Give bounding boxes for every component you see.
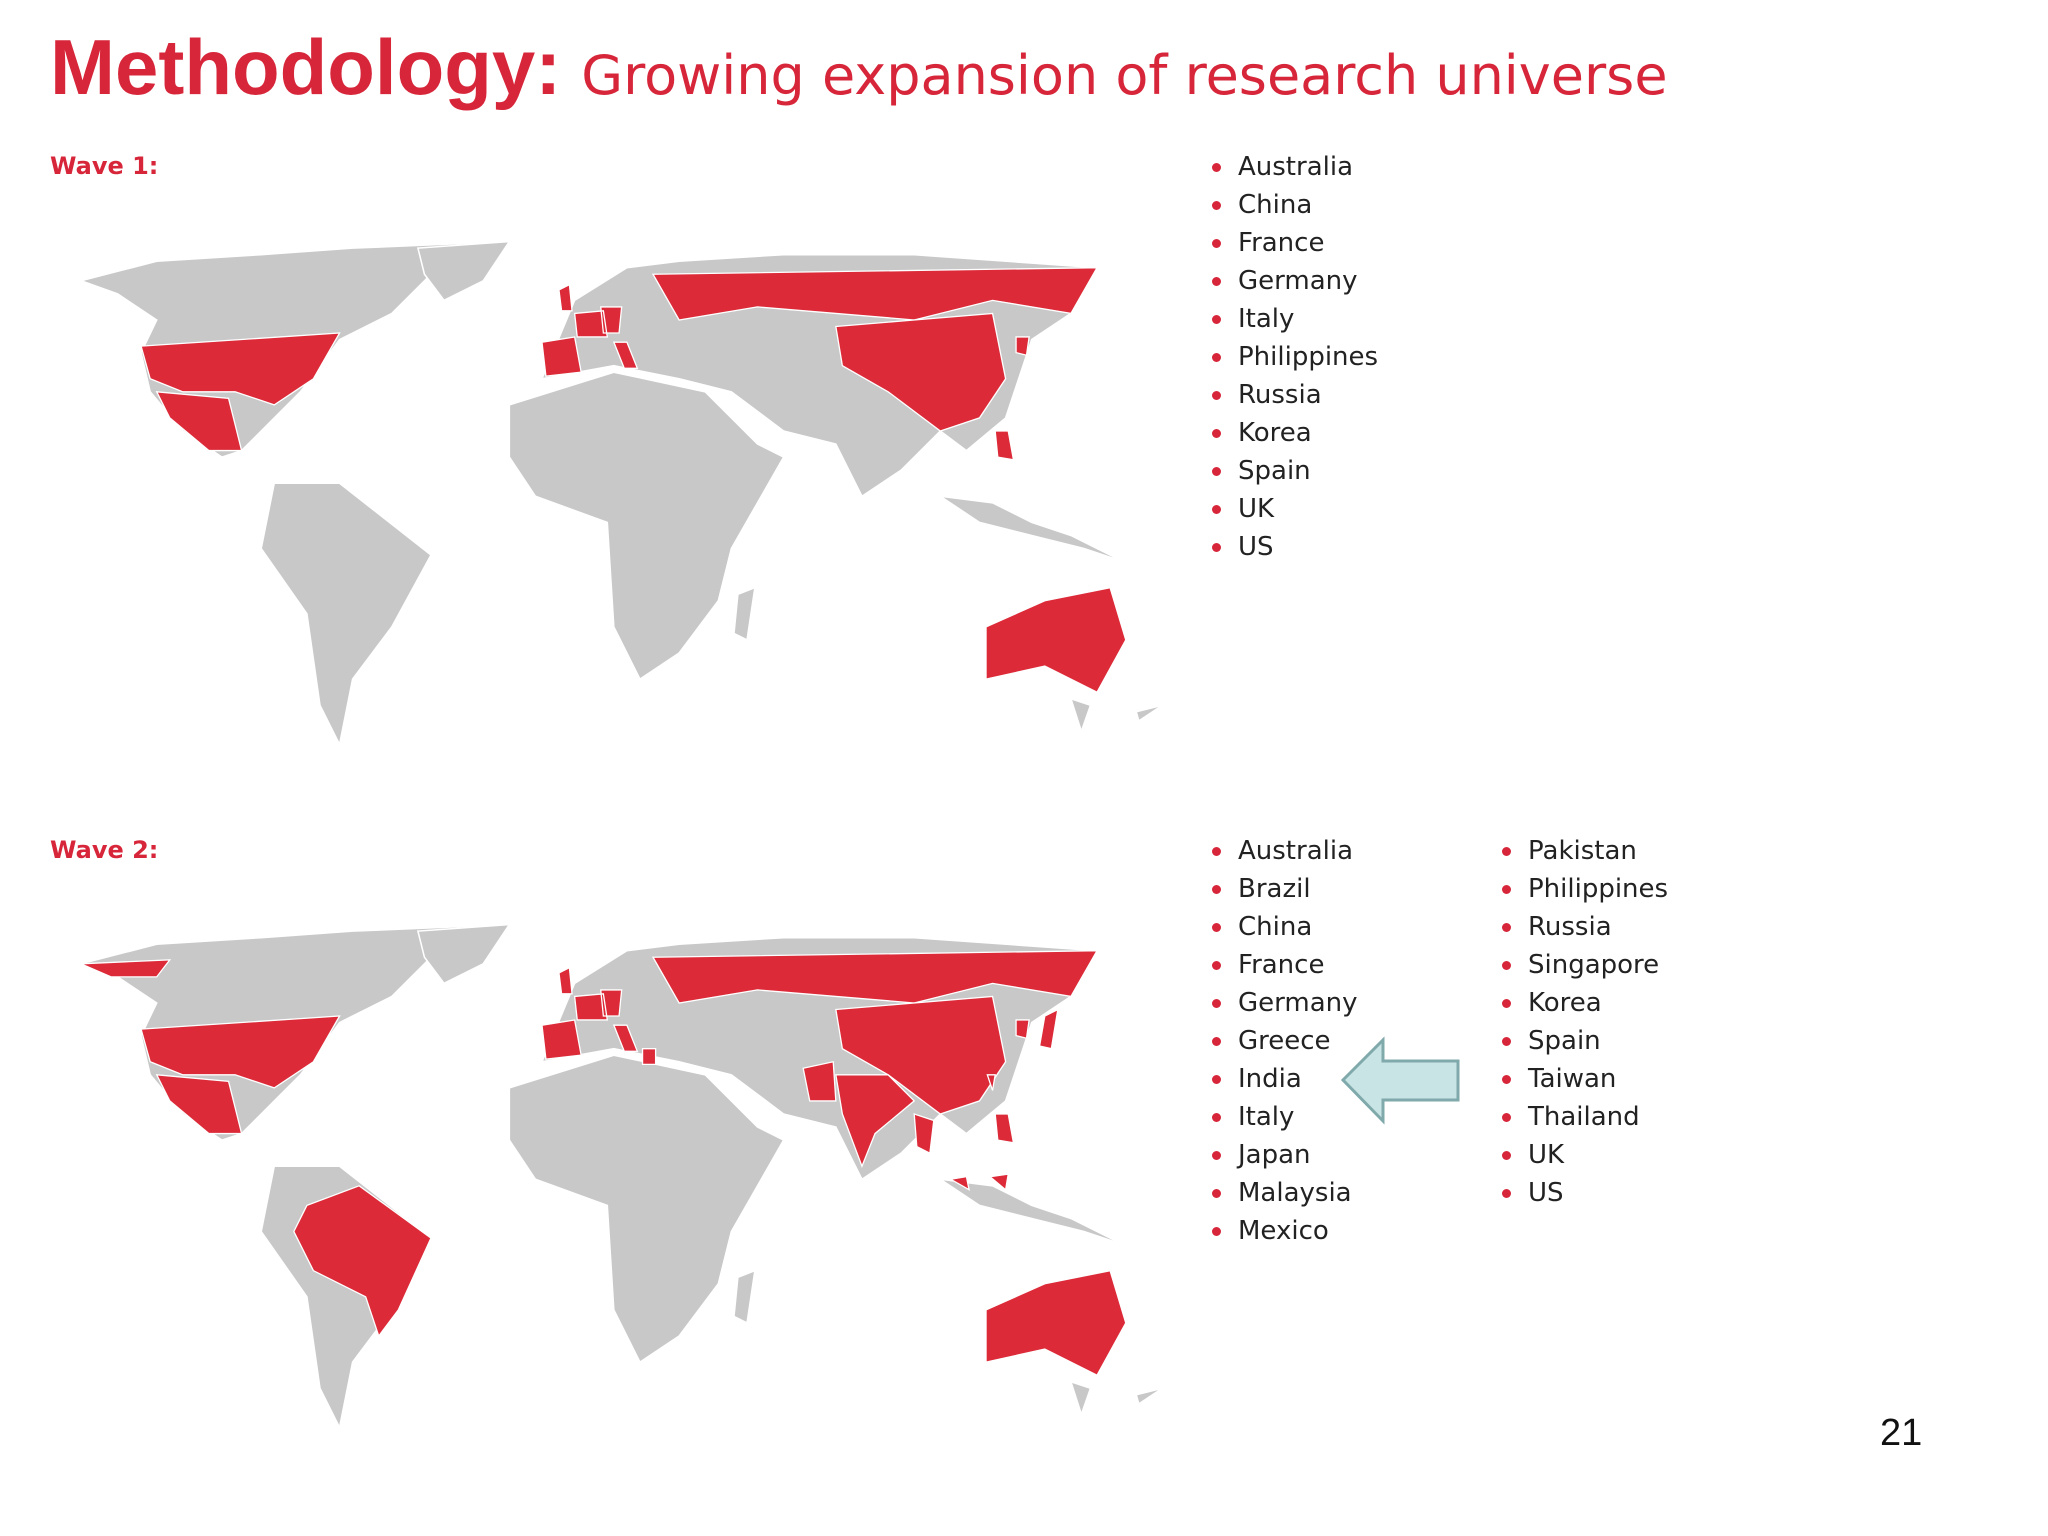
country: India xyxy=(1212,1060,1358,1098)
country: Thailand xyxy=(1502,1098,1668,1136)
arrow xyxy=(1340,1036,1460,1125)
country: Pakistan xyxy=(1502,832,1668,870)
country: Mexico xyxy=(1212,1212,1358,1250)
country: Russia xyxy=(1502,908,1668,946)
country: UK xyxy=(1502,1136,1668,1174)
country: Germany xyxy=(1212,262,1378,300)
country: Germany xyxy=(1212,984,1358,1022)
title-block: Methodology: Growing expansion of researc… xyxy=(50,22,1668,113)
country: Spain xyxy=(1502,1022,1668,1060)
country: Taiwan xyxy=(1502,1060,1668,1098)
country: Spain xyxy=(1212,452,1378,490)
wave-label: Wave 1: xyxy=(50,152,159,180)
country: China xyxy=(1212,908,1358,946)
country: Brazil xyxy=(1212,870,1358,908)
country: Australia xyxy=(1212,832,1358,870)
country: US xyxy=(1502,1174,1668,1212)
country: Korea xyxy=(1502,984,1668,1022)
subtitle: Growing expansion of research universe xyxy=(581,44,1668,107)
country: France xyxy=(1212,224,1378,262)
country: US xyxy=(1212,528,1378,566)
country: Italy xyxy=(1212,1098,1358,1136)
country: Russia xyxy=(1212,376,1378,414)
country: Singapore xyxy=(1502,946,1668,984)
wave-2-map xyxy=(80,923,1164,1429)
page-number: 21 xyxy=(1880,1412,1923,1454)
title: Methodology: xyxy=(50,23,562,111)
wave-label: Wave 2: xyxy=(50,836,159,864)
country-list: Australia China France Germany Italy Philippi… xyxy=(1212,148,1378,566)
country: Australia xyxy=(1212,148,1378,186)
country-list: Australia Brazil China France Germany Greece I… xyxy=(1212,832,1358,1250)
country: Greece xyxy=(1212,1022,1358,1060)
country-list: Pakistan Philippines Russia Singapore Korea S… xyxy=(1502,832,1668,1212)
country: Korea xyxy=(1212,414,1378,452)
country: Malaysia xyxy=(1212,1174,1358,1212)
country: Italy xyxy=(1212,300,1378,338)
wave-1-map xyxy=(80,240,1164,746)
country: Philippines xyxy=(1212,338,1378,376)
country: UK xyxy=(1212,490,1378,528)
country: China xyxy=(1212,186,1378,224)
country: Philippines xyxy=(1502,870,1668,908)
country: France xyxy=(1212,946,1358,984)
country: Japan xyxy=(1212,1136,1358,1174)
